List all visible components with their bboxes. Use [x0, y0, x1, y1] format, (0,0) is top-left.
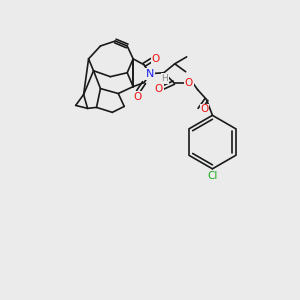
Text: O: O	[155, 84, 163, 94]
Text: O: O	[184, 78, 193, 88]
Text: O: O	[133, 92, 141, 101]
Text: O: O	[200, 104, 208, 114]
Text: Cl: Cl	[207, 171, 218, 181]
Text: O: O	[152, 54, 160, 64]
Text: N: N	[146, 69, 154, 79]
Text: H: H	[161, 74, 168, 83]
